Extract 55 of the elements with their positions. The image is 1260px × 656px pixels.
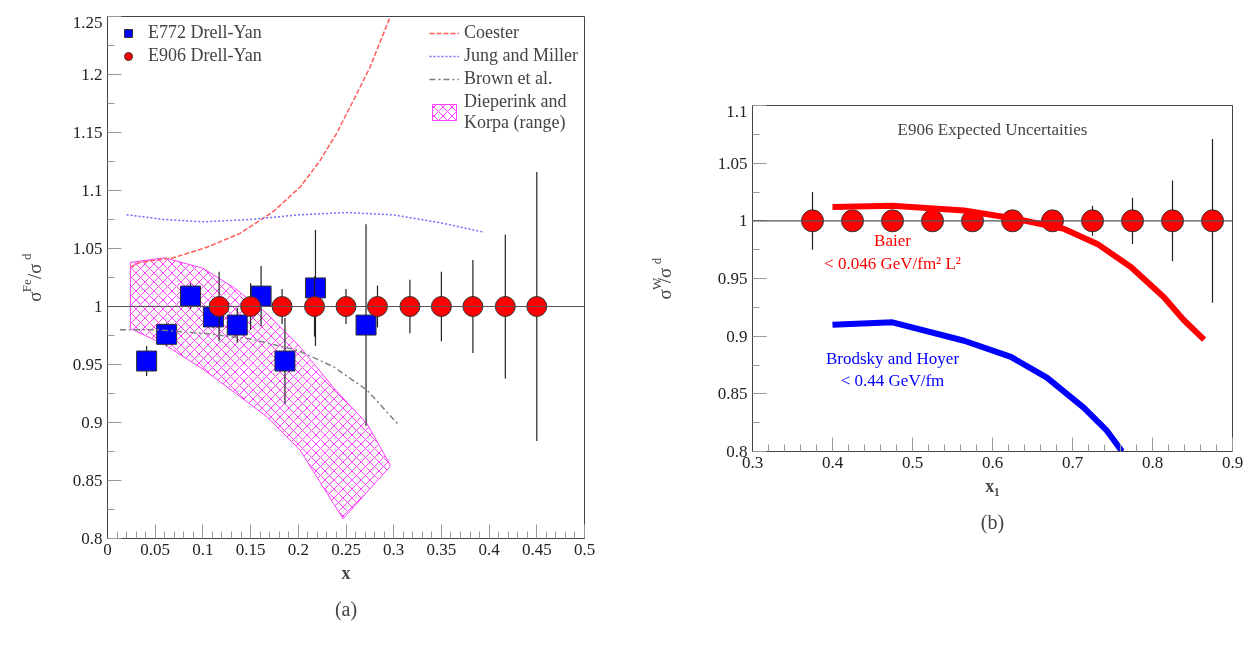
y-tick-label: 1 bbox=[739, 211, 748, 231]
x-tick-label: 0.2 bbox=[287, 539, 309, 559]
x-axis-title: x₁ bbox=[985, 475, 1000, 496]
x-tick-label: 0.4 bbox=[478, 539, 501, 559]
y-tick-label: 1 bbox=[94, 297, 103, 316]
x-tick-label: 0.5 bbox=[901, 452, 924, 472]
series-label: Brodsky and Hoyer < 0.44 GeV/fm bbox=[825, 348, 960, 391]
x-tick-label: 0.05 bbox=[140, 539, 171, 559]
x-tick-label: 0.8 bbox=[1141, 452, 1164, 472]
x-tick-label: 0.9 bbox=[1221, 452, 1244, 472]
x-tick-label: 0.25 bbox=[331, 539, 361, 559]
y-tick-label: 1.05 bbox=[717, 153, 748, 173]
y-tick-label: 0.9 bbox=[81, 413, 103, 432]
y-tick-label: 0.85 bbox=[72, 471, 103, 490]
point bbox=[156, 323, 178, 345]
x-tick-label: 0.5 bbox=[573, 539, 596, 559]
text: (b) bbox=[980, 510, 1005, 534]
point bbox=[136, 350, 158, 372]
text: E906 Expected Uncertaities bbox=[897, 119, 1088, 139]
y-tick-label: 1.05 bbox=[72, 239, 103, 258]
line-series bbox=[129, 16, 391, 268]
legend-label: Coester bbox=[464, 22, 519, 43]
y-tick-label: 1.1 bbox=[81, 181, 103, 200]
x-tick-label: 0 bbox=[103, 539, 112, 559]
point bbox=[274, 350, 296, 372]
x-tick-label: 0.45 bbox=[521, 539, 552, 559]
y-tick-label: 0.95 bbox=[717, 269, 748, 288]
y-axis-title: σW/σd bbox=[649, 257, 675, 300]
x-tick-label: 0.6 bbox=[981, 452, 1004, 472]
y-tick-label: 1.1 bbox=[726, 101, 748, 121]
legend-label: E906 Drell-Yan bbox=[148, 45, 262, 66]
y-tick-label: 1.25 bbox=[72, 12, 103, 32]
y-tick-label: 0.85 bbox=[717, 384, 748, 404]
text: (a) bbox=[334, 597, 358, 621]
x-axis-title: x bbox=[341, 562, 351, 583]
x-tick-label: 0.1 bbox=[192, 539, 214, 559]
x-tick-label: 0.7 bbox=[1061, 452, 1084, 472]
legend-label: Brown et al. bbox=[464, 68, 553, 89]
point bbox=[180, 285, 201, 307]
legend-label: E772 Drell-Yan bbox=[148, 22, 262, 43]
y-tick-label: 0.95 bbox=[72, 355, 103, 374]
series-label: Baier < 0.046 GeV/fm² L² bbox=[824, 230, 961, 273]
x-tick-label: 0.3 bbox=[383, 539, 405, 559]
legend-label: Jung and Miller bbox=[464, 45, 578, 66]
y-tick-label: 0.9 bbox=[726, 326, 748, 346]
x-tick-label: 0.35 bbox=[426, 539, 457, 559]
point bbox=[226, 314, 248, 336]
y-tick-label: 1.2 bbox=[81, 65, 103, 84]
y-axis-title: σFe/σd bbox=[19, 252, 45, 302]
legend-label: Dieperink and Korpa (range) bbox=[464, 91, 567, 133]
y-tick-label: 1.15 bbox=[72, 123, 103, 142]
point bbox=[304, 277, 326, 299]
x-tick-label: 0.15 bbox=[235, 539, 266, 559]
x-tick-label: 0.4 bbox=[821, 452, 844, 472]
point bbox=[355, 314, 377, 336]
